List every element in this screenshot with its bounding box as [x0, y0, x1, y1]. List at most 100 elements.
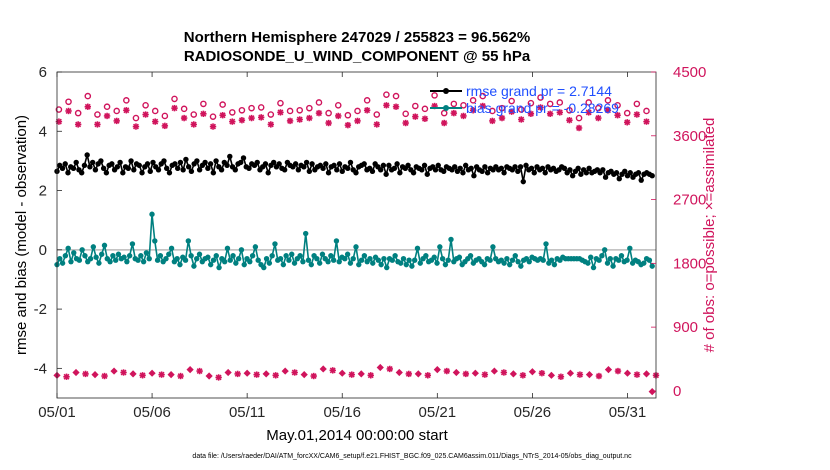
rmse-point: [638, 177, 644, 183]
obs-possible-6h-point: [84, 92, 92, 100]
plot-data-marks: [53, 91, 660, 396]
rmse-point: [144, 161, 151, 167]
obs-possible-6h-point: [334, 102, 342, 109]
obs-possible-6h-point: [65, 98, 72, 106]
obs-possible-6h-point: [402, 110, 409, 118]
obs-possible-6h-point: [103, 103, 111, 111]
legend: rmse grand pr = 2.7144 bias grand pr = -…: [430, 83, 619, 116]
rmse-point: [542, 170, 548, 176]
bias-point: [68, 258, 74, 265]
obs-assimilated-24h-point: [576, 371, 584, 378]
bias-point: [417, 260, 423, 266]
obs-possible-24h-point: [357, 370, 365, 378]
obs-assimilated-6h-point: [373, 121, 380, 128]
bias-point: [400, 256, 407, 262]
rmse-point: [207, 161, 214, 167]
rmse-point: [432, 167, 439, 173]
bias-point: [146, 256, 152, 262]
bias-point: [615, 257, 622, 263]
bias-point: [124, 258, 130, 265]
bias-point: [618, 253, 625, 259]
bias-point: [286, 257, 292, 263]
obs-assimilated-6h-point: [556, 109, 563, 116]
bias-point: [57, 256, 63, 262]
rmse-point: [240, 155, 247, 161]
rmse-point: [109, 161, 115, 167]
bias-point: [138, 253, 144, 259]
obs-possible-6h-point: [325, 109, 332, 117]
obs-possible-6h-point: [286, 107, 294, 115]
rmse-point: [523, 162, 529, 169]
rmse-point: [59, 165, 66, 172]
bias-point: [504, 256, 510, 262]
rmse-point: [331, 162, 337, 169]
rmse-point: [397, 170, 403, 176]
obs-assimilated-24h-point: [120, 369, 127, 376]
bias-point: [481, 261, 488, 268]
rmse-point: [435, 162, 441, 169]
obs-assimilated-6h-point: [142, 111, 149, 118]
rmse-point: [517, 164, 524, 170]
obs-assimilated-6h-point: [238, 116, 246, 124]
obs-assimilated-24h-point: [595, 372, 603, 380]
rmse-point: [336, 161, 343, 167]
obs-possible-6h-point: [238, 106, 246, 114]
bias-point: [143, 250, 150, 256]
bias-point: [548, 257, 555, 263]
bias-point: [624, 257, 630, 263]
bias-point: [487, 257, 493, 263]
bias-point: [344, 251, 351, 257]
obs-possible-6h-point: [575, 114, 583, 122]
obs-assimilated-6h-point: [392, 103, 400, 110]
obs-assimilated-6h-point: [508, 108, 515, 115]
rmse-point: [405, 162, 411, 169]
rmse-point: [81, 162, 88, 169]
bias-point: [367, 256, 373, 262]
bias-point: [233, 260, 239, 266]
rmse-point: [383, 171, 389, 177]
obs-assimilated-6h-point: [257, 114, 265, 121]
obs-possible-24h-point: [110, 367, 118, 375]
bias-point: [207, 261, 214, 268]
obs-possible-24h-point: [205, 372, 213, 380]
rmse-point: [103, 170, 110, 176]
obs-assimilated-24h-point: [139, 372, 146, 379]
x-tick-label: 05/06: [133, 404, 171, 421]
obs-assimilated-24h-point: [158, 371, 165, 378]
x-tick-label: 05/26: [514, 404, 552, 421]
obs-assimilated-6h-point: [363, 107, 371, 114]
rmse-point: [309, 161, 315, 167]
bias-point: [641, 260, 647, 266]
bias-point: [604, 260, 611, 266]
bias-point: [314, 256, 320, 262]
rmse-point: [70, 165, 77, 172]
bias-point: [154, 257, 161, 263]
obs-assimilated-6h-point: [190, 121, 197, 128]
y-right-tick-label: 900: [673, 319, 698, 336]
bias-point: [96, 260, 102, 266]
bias-point: [210, 257, 217, 263]
rmse-point: [147, 168, 153, 174]
bias-point: [431, 254, 437, 260]
bias-point: [59, 260, 66, 266]
obs-assimilated-24h-point: [519, 372, 527, 379]
bias-point: [163, 256, 169, 262]
bias-point: [224, 245, 231, 252]
x-tick-label: 05/31: [609, 404, 647, 421]
obs-possible-24h-point: [528, 368, 536, 376]
obs-assimilated-6h-point: [383, 102, 390, 109]
bias-point: [289, 251, 295, 257]
obs-assimilated-6h-point: [595, 114, 602, 122]
obs-assimilated-6h-point: [354, 117, 361, 125]
bias-point: [336, 258, 342, 265]
bias-point: [445, 257, 451, 263]
rmse-point: [117, 159, 123, 166]
rmse-point: [531, 170, 537, 176]
bias-point: [135, 257, 141, 263]
obs-possible-6h-point: [257, 104, 265, 111]
obs-assimilated-6h-point: [469, 107, 477, 114]
bias-point: [213, 253, 219, 259]
bias-point: [65, 245, 71, 252]
rmse-point: [224, 162, 230, 169]
obs-possible-6h-point: [344, 111, 352, 119]
